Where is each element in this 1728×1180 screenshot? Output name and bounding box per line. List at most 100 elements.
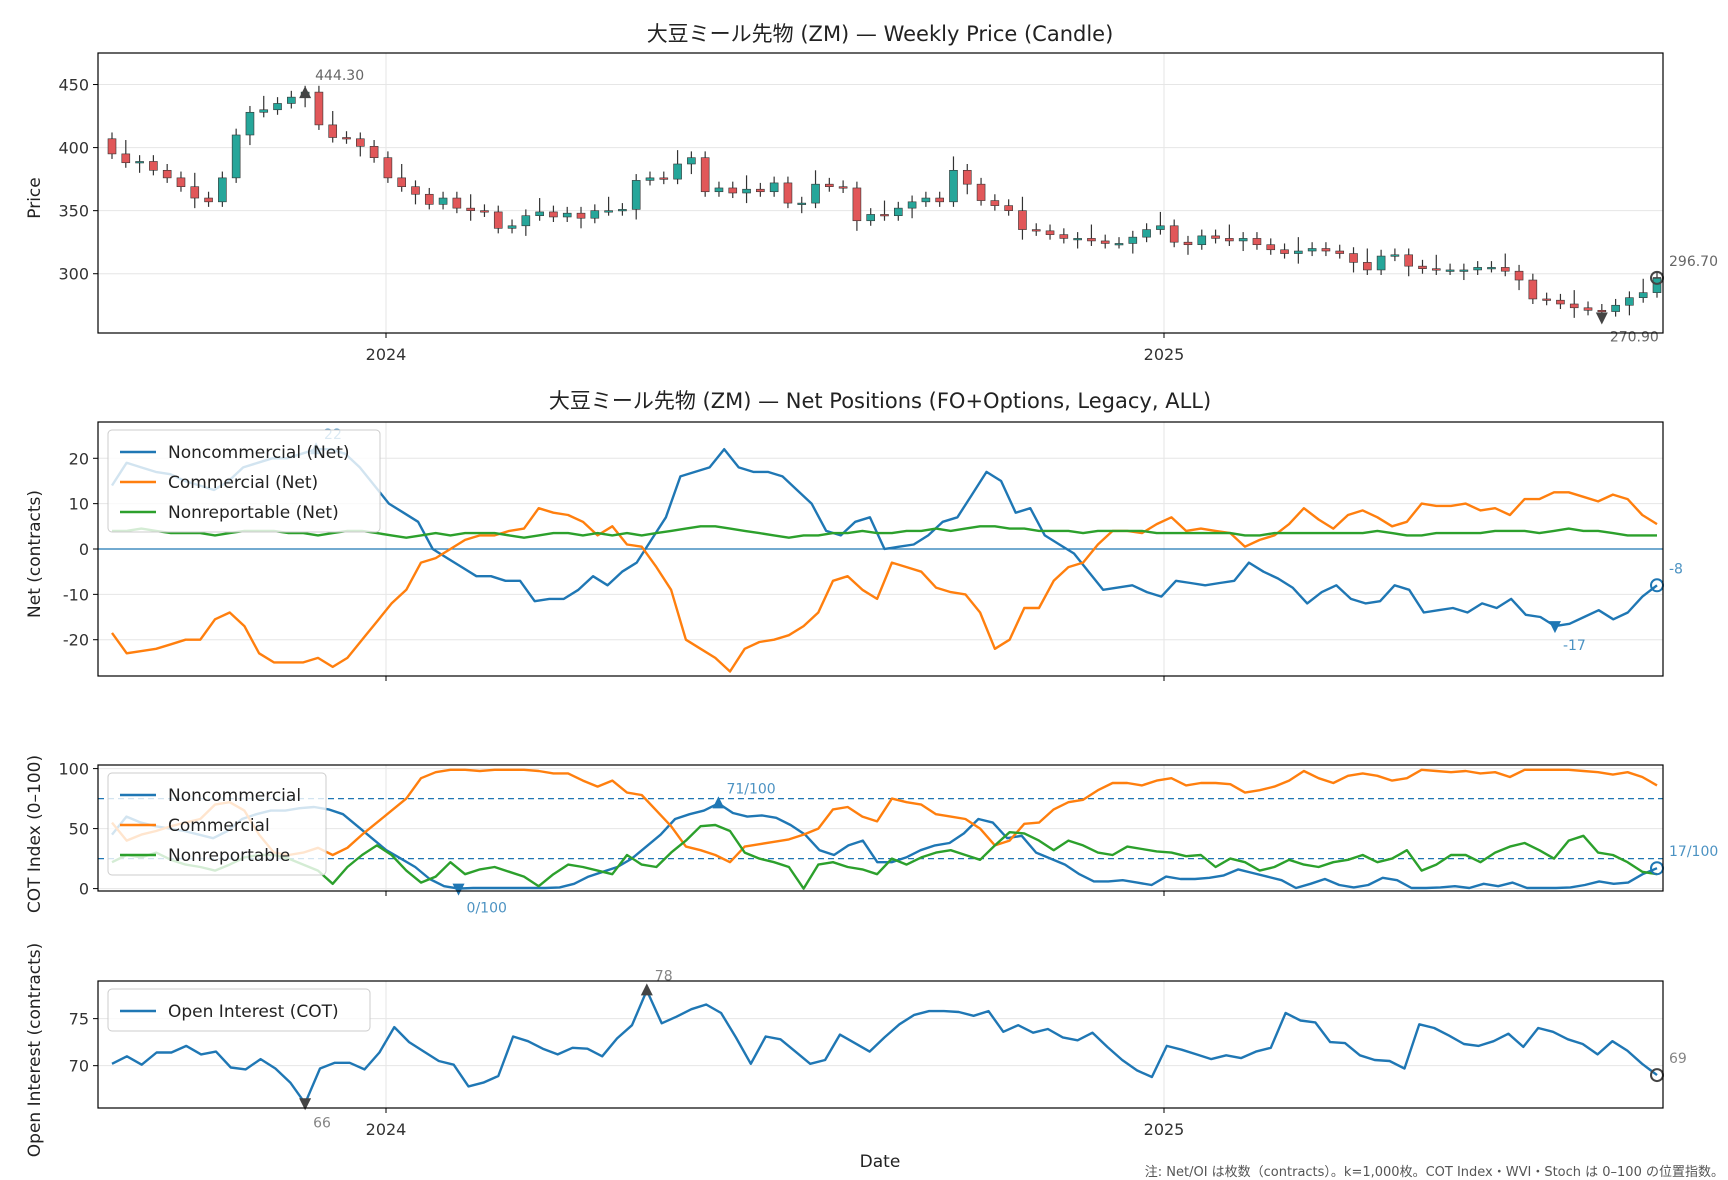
oi-legend: Open Interest (COT): [107, 988, 371, 1032]
y-tick-label: 300: [58, 265, 89, 284]
candle-body: [1459, 269, 1469, 272]
candle-body: [728, 187, 738, 194]
candle-body: [135, 161, 144, 164]
net-panel-title: 大豆ミール先物 (ZM) — Net Positions (FO+Options…: [549, 389, 1211, 413]
candle-body: [1390, 254, 1400, 257]
candle-body: [976, 183, 986, 201]
candle-body: [742, 188, 751, 194]
min-marker: [1548, 621, 1561, 634]
candle-body: [1487, 267, 1496, 270]
candle-body: [1238, 238, 1248, 242]
candle-body: [1169, 225, 1179, 243]
candle-body: [383, 157, 393, 179]
oi-plot-area: [97, 980, 1664, 1109]
candle-body: [852, 187, 862, 222]
y-tick-label: 400: [58, 139, 89, 158]
candle-body: [1128, 236, 1138, 244]
y-tick-label: -20: [63, 631, 89, 650]
price-plot-area: [97, 52, 1664, 334]
candle-body: [273, 103, 282, 111]
oi-y-label: Open Interest (contracts): [25, 943, 45, 1157]
candle-body: [1321, 248, 1331, 252]
net-legend: Noncommercial (Net) Commercial (Net) Nonre…: [107, 429, 381, 533]
candle-body: [866, 214, 876, 222]
candle-body: [521, 215, 531, 227]
candle-body: [825, 183, 834, 187]
candle-body: [1004, 205, 1013, 211]
last-annotation: 296.70: [1669, 254, 1718, 270]
candle-body: [121, 153, 131, 164]
candle-body: [811, 183, 820, 204]
candle-body: [452, 197, 462, 209]
cot-index-panel: COT Index (0–100) 71/100 0/100 17/100 0 50 1…: [25, 755, 1718, 917]
candle-body: [149, 161, 158, 171]
y-tick-label: -10: [63, 585, 89, 604]
candle-body: [493, 211, 503, 229]
candle-body: [1625, 297, 1634, 306]
y-tick-label: 50: [69, 820, 89, 839]
y-tick-label: 10: [69, 495, 89, 514]
candle-body: [107, 138, 117, 155]
candle-body: [1073, 238, 1082, 241]
legend-label: Open Interest (COT): [168, 1002, 339, 1022]
min-annotation: -17: [1563, 638, 1586, 654]
candle-body: [949, 169, 958, 203]
price-panel-title: 大豆ミール先物 (ZM) — Weekly Price (Candle): [647, 22, 1114, 46]
max-annotation: 444.30: [315, 68, 364, 84]
footnote: 注: Net/OI は枚数（contracts）。k=1,000枚。COT In…: [1145, 1165, 1724, 1180]
last-annotation: 69: [1669, 1051, 1687, 1067]
candle-body: [1569, 303, 1579, 309]
candle-body: [1556, 299, 1565, 305]
candle-body: [549, 211, 558, 218]
candle-body: [1197, 235, 1207, 246]
candle-body: [935, 197, 944, 203]
candle-body: [907, 201, 917, 209]
candle-body: [769, 182, 779, 193]
candle-body: [245, 111, 255, 136]
y-tick-label: 70: [69, 1057, 89, 1076]
candle-body: [1335, 250, 1345, 254]
y-tick-label: 100: [58, 760, 89, 779]
legend-label: Commercial (Net): [168, 473, 318, 493]
y-tick-label: 450: [58, 76, 89, 95]
candle-body: [1376, 255, 1386, 271]
candle-body: [190, 186, 200, 199]
candle-body: [1156, 225, 1165, 230]
candle-body: [714, 187, 724, 193]
candle-body: [990, 200, 1000, 206]
x-tick-label: 2025: [1144, 345, 1185, 364]
series-line-1: [111, 989, 1658, 1105]
candle-body: [1528, 279, 1538, 300]
last-annotation: 17/100: [1669, 844, 1718, 860]
price-panel: 大豆ミール先物 (ZM) — Weekly Price (Candle) Pri…: [25, 22, 1718, 364]
min-marker: [1595, 312, 1608, 325]
series-line-3: [111, 823, 1658, 890]
x-tick-label: 2024: [366, 345, 407, 364]
candle-body: [480, 210, 489, 213]
candle-body: [673, 163, 682, 180]
x-axis-label: Date: [860, 1152, 901, 1172]
max-marker: [299, 86, 312, 99]
legend-box: [107, 772, 327, 876]
legend-label: Commercial: [168, 816, 270, 836]
candle-body: [700, 157, 710, 193]
candle-body: [1114, 243, 1124, 246]
candle-body: [314, 91, 324, 126]
last-annotation: -8: [1669, 561, 1683, 577]
candle-body: [838, 186, 848, 189]
candle-body: [576, 212, 586, 219]
candle-body: [1252, 238, 1262, 246]
min-marker: [299, 1098, 312, 1111]
candle-body: [162, 169, 172, 179]
candle-body: [1307, 248, 1317, 252]
candle-body: [328, 124, 338, 138]
candle-body: [1018, 210, 1027, 230]
price-y-label: Price: [25, 177, 45, 218]
candle-body: [397, 177, 406, 187]
candle-body: [962, 169, 972, 185]
candle-body: [1652, 277, 1662, 293]
candle-body: [1087, 238, 1096, 242]
candle-body: [507, 225, 517, 229]
y-tick-label: 350: [58, 202, 89, 221]
candle-body: [562, 212, 572, 218]
